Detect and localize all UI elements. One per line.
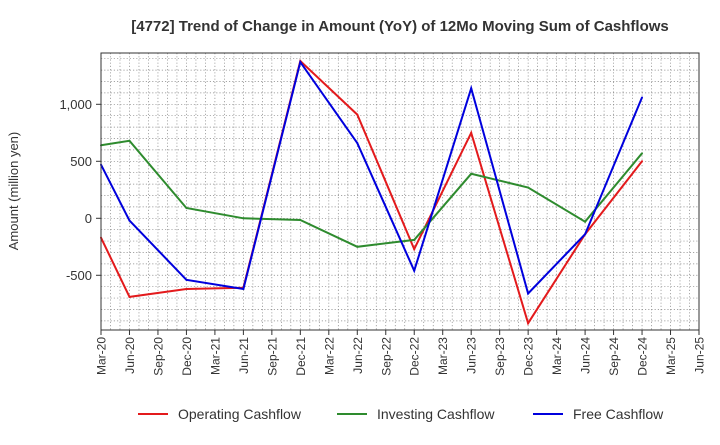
x-tick-label: Dec-22: [408, 337, 422, 376]
x-tick-label: Sep-22: [379, 337, 393, 376]
legend-label: Operating Cashflow: [178, 406, 302, 422]
x-tick-label: Dec-20: [180, 337, 194, 376]
series-line-1: [100, 139, 643, 248]
series-line-0: [100, 59, 643, 326]
data-point: [242, 287, 245, 290]
plot-frame: [100, 52, 700, 331]
x-tick-label: Mar-20: [95, 337, 109, 375]
y-tick-label: 500: [70, 154, 92, 169]
data-point: [185, 207, 188, 210]
data-point: [641, 152, 644, 155]
x-tick-label: Mar-24: [550, 337, 564, 375]
data-point: [356, 245, 359, 248]
x-tick-label: Jun-21: [237, 337, 251, 374]
series-line-2: [100, 59, 643, 296]
x-tick-label: Mar-23: [436, 337, 450, 375]
data-point: [128, 295, 131, 298]
legend-label: Investing Cashflow: [377, 406, 495, 422]
x-tick-label: Jun-24: [579, 337, 593, 374]
x-tick-label: Jun-22: [351, 337, 365, 374]
data-point: [356, 142, 359, 145]
data-point: [584, 220, 587, 223]
x-tick-label: Mar-21: [208, 337, 222, 375]
x-tick-label: Jun-25: [693, 337, 707, 374]
data-point: [527, 186, 530, 189]
x-tick-label: Mar-25: [664, 337, 678, 375]
legend: Operating Cashflow Investing Cashflow Free…: [138, 406, 664, 422]
data-point: [413, 238, 416, 241]
data-point: [470, 87, 473, 90]
y-axis-label: Amount (million yen): [6, 132, 21, 251]
data-point: [527, 292, 530, 295]
x-axis-ticks: Mar-20 Jun-20 Sep-20 Dec-20 Mar-21 Jun-21 Sep-…: [95, 330, 707, 376]
data-point: [299, 61, 302, 64]
series-lines: [100, 59, 644, 326]
data-point: [128, 139, 131, 142]
data-point: [527, 322, 530, 325]
chart-title: [4772] Trend of Change in Amount (YoY) o…: [131, 18, 669, 35]
x-tick-label: Mar-22: [322, 337, 336, 375]
data-point: [641, 96, 644, 99]
data-point: [185, 278, 188, 281]
data-point: [413, 248, 416, 251]
data-point: [356, 113, 359, 116]
x-tick-label: Jun-20: [123, 337, 137, 374]
data-point: [413, 269, 416, 272]
y-tick-label: 0: [85, 211, 92, 226]
data-point: [470, 172, 473, 175]
x-tick-label: Jun-23: [465, 337, 479, 374]
data-point: [299, 218, 302, 221]
data-point: [470, 131, 473, 134]
x-tick-label: Sep-21: [265, 337, 279, 376]
data-point: [584, 233, 587, 236]
y-tick-label: -500: [66, 268, 92, 283]
data-point: [185, 287, 188, 290]
y-axis-ticks: -500 0 500 1,000: [59, 97, 101, 283]
x-tick-label: Dec-24: [636, 337, 650, 376]
x-tick-label: Sep-23: [493, 337, 507, 376]
y-tick-label: 1,000: [59, 97, 92, 112]
data-point: [641, 160, 644, 163]
x-tick-label: Sep-24: [607, 337, 621, 376]
x-tick-label: Dec-21: [294, 337, 308, 376]
x-tick-label: Dec-23: [522, 337, 536, 376]
grid: [101, 53, 699, 330]
data-point: [242, 217, 245, 220]
legend-label: Free Cashflow: [573, 406, 664, 422]
data-point: [128, 219, 131, 222]
x-tick-label: Sep-20: [151, 337, 165, 376]
